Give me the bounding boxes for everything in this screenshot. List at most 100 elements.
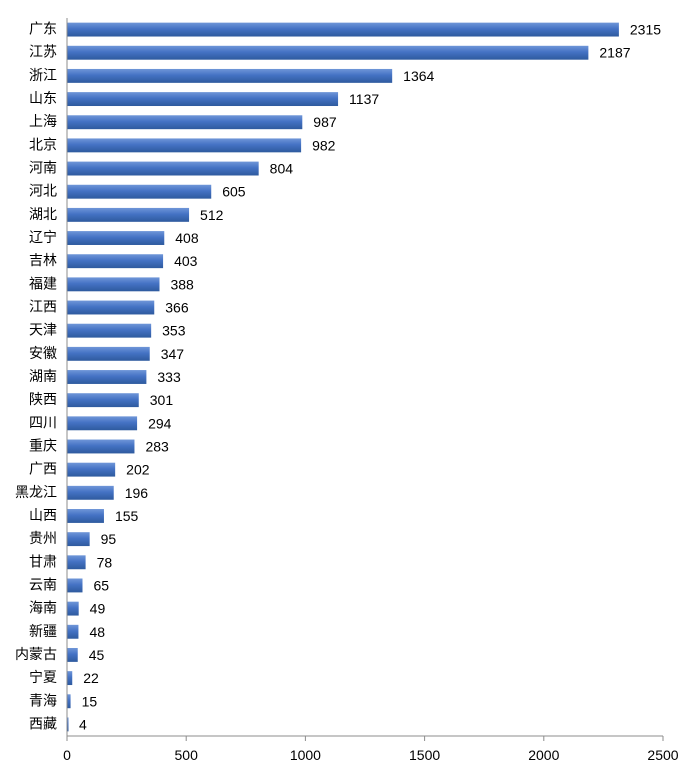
- bar: [67, 346, 150, 361]
- data-label: 15: [82, 693, 98, 709]
- category-label: 吉林: [29, 253, 57, 269]
- bar: [67, 300, 155, 315]
- category-label: 江苏: [29, 45, 57, 61]
- category-label: 北京: [29, 137, 57, 153]
- category-label: 新疆: [29, 624, 57, 640]
- bar: [67, 92, 339, 107]
- x-axis-ticks: 0 500 1000 1500 2000 2500: [63, 736, 679, 763]
- bar: [67, 624, 79, 639]
- category-label: 福建: [29, 276, 57, 292]
- data-label: 78: [97, 554, 113, 570]
- category-label: 河南: [29, 161, 57, 177]
- bars-group: [67, 22, 619, 732]
- bar: [67, 439, 135, 454]
- category-label: 甘肃: [29, 554, 57, 570]
- data-label: 982: [312, 137, 336, 153]
- data-label: 347: [161, 346, 185, 362]
- x-tick-label: 2000: [528, 747, 559, 763]
- data-label: 403: [174, 253, 198, 269]
- data-label: 65: [93, 577, 109, 593]
- data-label: 1364: [403, 68, 434, 84]
- bar: [67, 231, 165, 245]
- category-label: 宁夏: [29, 669, 57, 686]
- data-label: 155: [115, 508, 139, 524]
- category-label: 西藏: [29, 716, 57, 732]
- data-label: 283: [145, 438, 169, 454]
- bar: [67, 22, 619, 37]
- x-tick-label: 0: [63, 747, 71, 763]
- bar: [67, 68, 393, 83]
- data-label: 4: [79, 716, 87, 732]
- category-label: 河北: [29, 184, 57, 200]
- data-label: 333: [157, 369, 181, 385]
- category-label: 青海: [29, 693, 57, 709]
- bar: [67, 462, 116, 477]
- bar: [67, 115, 303, 130]
- bar: [67, 184, 212, 199]
- data-label: 512: [200, 207, 224, 223]
- bar: [67, 207, 190, 222]
- category-label: 陕西: [29, 392, 57, 408]
- bar: [67, 601, 79, 616]
- bar: [67, 45, 589, 60]
- bar: [67, 717, 69, 732]
- category-label: 重庆: [29, 438, 57, 454]
- x-tick-label: 1000: [290, 747, 321, 763]
- data-label: 388: [170, 276, 194, 292]
- category-label: 海南: [29, 601, 57, 617]
- category-label: 浙江: [29, 68, 57, 84]
- category-label: 辽宁: [29, 229, 57, 246]
- bar: [67, 555, 86, 570]
- category-label: 山东: [29, 91, 57, 107]
- category-label: 江西: [29, 300, 57, 316]
- bar: [67, 694, 71, 709]
- category-label: 安徽: [29, 346, 57, 362]
- category-label: 内蒙古: [15, 647, 57, 663]
- x-tick-label: 2500: [647, 747, 678, 763]
- category-label: 四川: [29, 415, 57, 431]
- bar: [67, 161, 259, 176]
- category-label: 贵州: [29, 531, 57, 547]
- category-label: 天津: [29, 323, 57, 339]
- data-label: 987: [313, 114, 337, 130]
- x-tick-label: 500: [175, 747, 199, 763]
- bar: [67, 254, 164, 269]
- bar: [67, 485, 114, 500]
- data-label: 196: [125, 485, 149, 501]
- data-label: 804: [270, 161, 294, 177]
- data-label: 301: [150, 392, 174, 408]
- data-label: 202: [126, 462, 150, 478]
- bar: [67, 578, 83, 593]
- category-labels: 广东江苏浙江山东上海北京河南河北湖北辽宁吉林福建江西天津安徽湖南陕西四川重庆广西…: [15, 22, 57, 733]
- category-label: 上海: [29, 114, 57, 130]
- data-label: 605: [222, 184, 246, 200]
- category-label: 广西: [29, 462, 57, 478]
- data-label: 45: [89, 647, 105, 663]
- data-label: 95: [101, 531, 117, 547]
- data-label: 366: [165, 300, 189, 316]
- data-label: 408: [175, 230, 199, 246]
- bar: [67, 277, 160, 292]
- bar: [67, 138, 302, 153]
- data-label: 294: [148, 415, 172, 431]
- data-label: 22: [83, 670, 99, 686]
- category-label: 黑龙江: [15, 485, 57, 501]
- category-label: 云南: [29, 577, 57, 593]
- bar: [67, 323, 152, 338]
- bar: [67, 509, 104, 523]
- data-label: 1137: [349, 91, 379, 107]
- category-label: 湖北: [29, 207, 57, 223]
- bar: [67, 671, 73, 686]
- data-label: 49: [90, 601, 106, 617]
- bar: [67, 393, 139, 408]
- data-label: 48: [89, 624, 105, 640]
- data-label: 2315: [630, 22, 661, 38]
- category-label: 山西: [29, 508, 57, 524]
- x-tick-label: 1500: [409, 747, 440, 763]
- bar: [67, 532, 90, 547]
- bar: [67, 370, 147, 384]
- data-label: 353: [162, 323, 186, 339]
- category-label: 湖南: [29, 369, 57, 385]
